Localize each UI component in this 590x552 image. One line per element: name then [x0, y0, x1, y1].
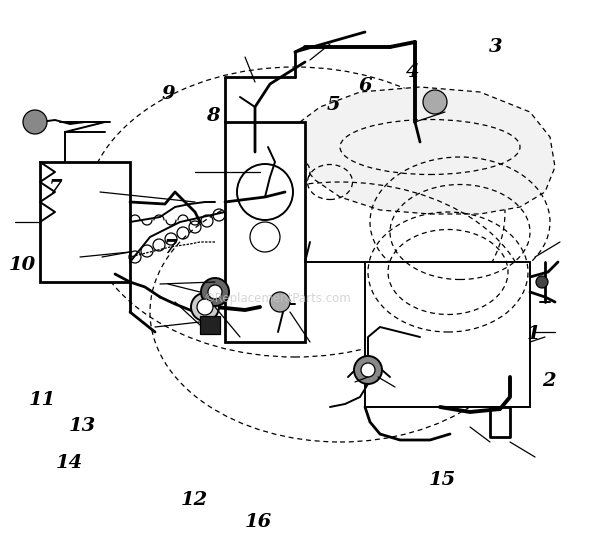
- Circle shape: [23, 110, 47, 134]
- Circle shape: [423, 90, 447, 114]
- Text: 15: 15: [429, 471, 456, 489]
- Text: 2: 2: [542, 372, 556, 390]
- Text: ©ReplacementParts.com: ©ReplacementParts.com: [204, 291, 351, 305]
- Text: 16: 16: [245, 513, 272, 530]
- Text: 14: 14: [56, 454, 83, 471]
- Circle shape: [197, 299, 213, 315]
- Text: 7: 7: [164, 240, 178, 257]
- Text: 1: 1: [527, 325, 541, 343]
- Circle shape: [250, 222, 280, 252]
- Text: 10: 10: [9, 256, 36, 274]
- Circle shape: [191, 293, 219, 321]
- Circle shape: [237, 164, 293, 220]
- Circle shape: [361, 363, 375, 377]
- Text: 4: 4: [406, 63, 420, 81]
- Text: 12: 12: [181, 491, 208, 508]
- Text: 13: 13: [69, 417, 96, 435]
- Text: 3: 3: [489, 38, 503, 56]
- Text: 5: 5: [326, 96, 340, 114]
- Text: 9: 9: [161, 85, 175, 103]
- Circle shape: [354, 356, 382, 384]
- Circle shape: [208, 285, 222, 299]
- Text: 11: 11: [29, 391, 56, 409]
- Polygon shape: [200, 316, 220, 334]
- Polygon shape: [300, 87, 555, 214]
- Polygon shape: [365, 262, 530, 407]
- Text: 7: 7: [49, 179, 63, 197]
- Circle shape: [270, 292, 290, 312]
- Text: 6: 6: [359, 77, 373, 94]
- Polygon shape: [40, 162, 130, 282]
- Circle shape: [201, 278, 229, 306]
- Circle shape: [536, 276, 548, 288]
- Text: 8: 8: [205, 107, 219, 125]
- Polygon shape: [225, 122, 305, 342]
